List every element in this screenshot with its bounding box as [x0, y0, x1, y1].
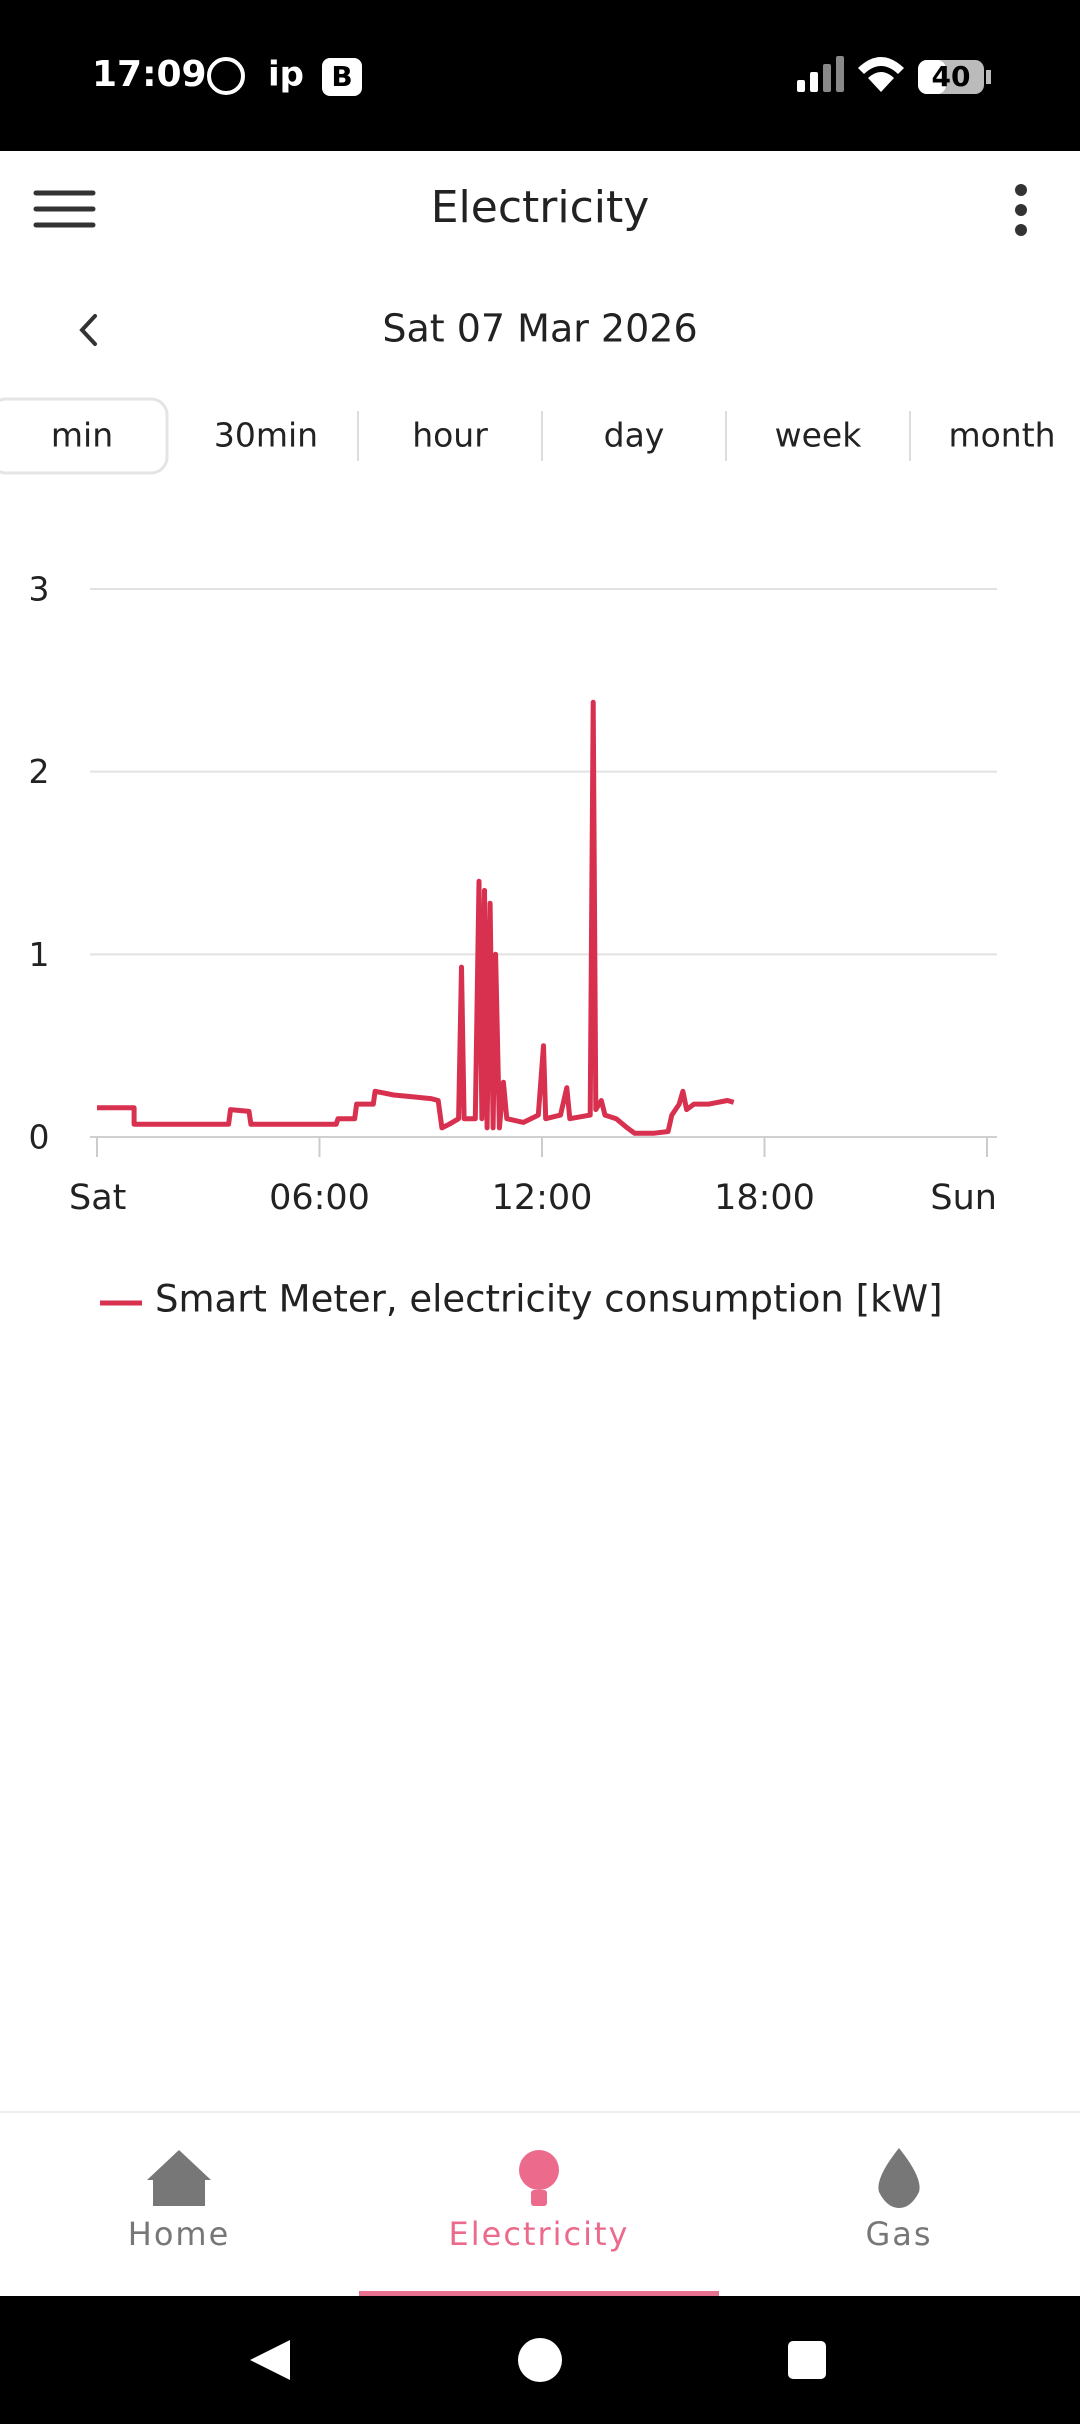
menu-button[interactable] [33, 190, 96, 228]
tab[interactable]: min [51, 416, 113, 455]
tab[interactable]: month [948, 416, 1055, 455]
tab-bar: min 30min hour day week month [0, 397, 1056, 475]
nav-label[interactable]: Home [128, 2215, 231, 2253]
nav-label[interactable]: Gas [865, 2215, 932, 2253]
home-button[interactable] [518, 2338, 562, 2382]
tab[interactable]: hour [412, 416, 488, 455]
more-button[interactable] [1015, 184, 1027, 236]
y-tick-label: 2 [29, 752, 50, 791]
x-tick-label: 06:00 [269, 1178, 370, 1218]
date-label: Sat 07 Mar 2026 [382, 307, 697, 351]
x-tick-label: Sat [69, 1178, 126, 1218]
y-tick-label: 3 [29, 570, 50, 609]
y-tick-label: 1 [29, 935, 50, 974]
tab[interactable]: day [604, 416, 665, 455]
battery-tip [986, 70, 991, 84]
x-tick-label: 18:00 [714, 1178, 815, 1218]
nav-label[interactable]: Electricity [449, 2215, 630, 2253]
tab[interactable]: 30min [214, 416, 318, 455]
status-time: 17:09 [92, 54, 207, 95]
x-tick-label: 12:00 [492, 1178, 593, 1218]
status-badge: B [331, 60, 352, 93]
bulb-icon [519, 2150, 559, 2190]
battery-level [918, 60, 946, 94]
status-icon [207, 57, 245, 95]
legend-label: Smart Meter, electricity consumption [kW… [155, 1278, 943, 1321]
signal-icon [797, 56, 844, 92]
chart: 0 1 2 3 Sat 06:00 12:00 18:00 Sun Smart Meter, el… [29, 570, 997, 1321]
home-icon [147, 2150, 211, 2206]
nav-indicator [359, 2291, 719, 2296]
bulb-base [531, 2190, 547, 2206]
battery-text: 40 [932, 60, 971, 93]
status-bar [0, 0, 1080, 151]
y-tick-label: 0 [29, 1118, 50, 1157]
back-button[interactable] [250, 2340, 290, 2380]
bottom-nav-items: Home Electricity Gas [128, 2148, 932, 2296]
tab[interactable]: week [775, 416, 863, 455]
status-carrier: ip [268, 55, 304, 95]
recents-button[interactable] [788, 2341, 826, 2379]
app-title: Electricity [431, 182, 650, 233]
status-badge-bg [322, 58, 362, 96]
flame-icon [878, 2148, 920, 2208]
x-tick-label: Sun [930, 1178, 997, 1218]
line-series [97, 699, 735, 1136]
prev-date-button[interactable] [79, 314, 97, 346]
tab-selected-bg [0, 397, 169, 475]
wifi-icon [858, 57, 904, 92]
